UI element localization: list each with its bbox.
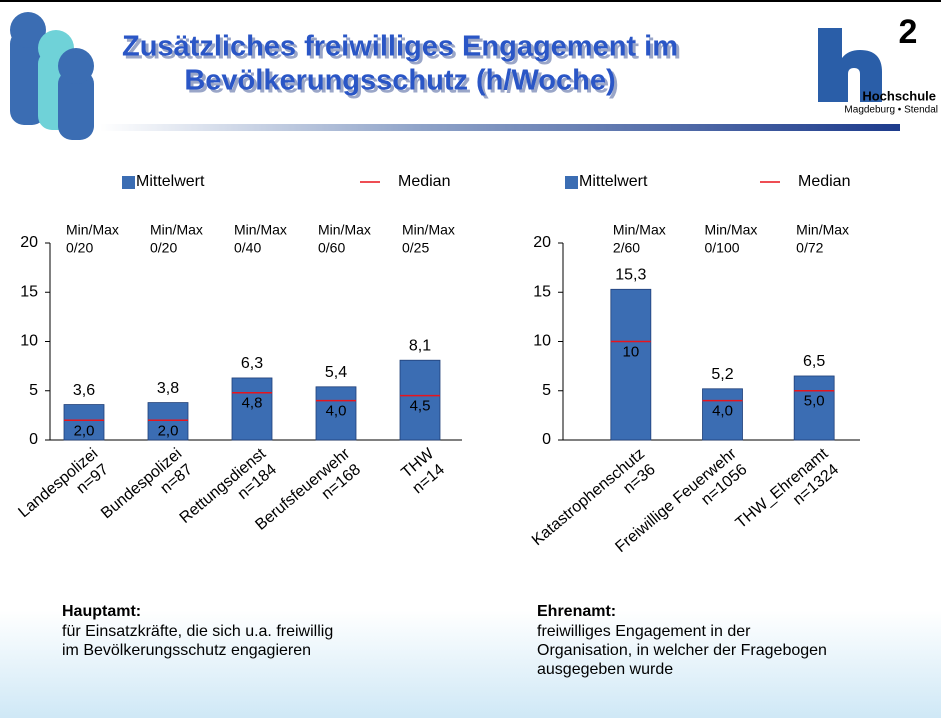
note-heading: Hauptamt: [62, 603, 141, 620]
legend-swatch [122, 176, 135, 189]
annotation-label: Min/Max [705, 222, 758, 238]
y-tick-label: 15 [533, 283, 551, 300]
annotation-value: 0/100 [705, 240, 740, 256]
annotation-label: Min/Max [796, 222, 849, 238]
annotation-value: 0/25 [402, 240, 429, 256]
annotation-value: 0/60 [318, 240, 345, 256]
value-label: 6,3 [241, 355, 263, 372]
value-label: 15,3 [615, 267, 646, 284]
note-line: freiwilliges Engagement in der [537, 623, 751, 640]
annotation-value: 0/20 [66, 240, 93, 256]
median-label: 4,0 [326, 403, 347, 420]
median-label: 2,0 [74, 422, 95, 439]
value-label: 8,1 [409, 337, 431, 354]
y-tick-label: 5 [29, 382, 38, 399]
note-line: Organisation, in welcher der Fragebogen [537, 642, 827, 659]
logo-name: Hochschule [862, 88, 936, 103]
value-label: 5,2 [711, 366, 733, 383]
median-label: 5,0 [804, 393, 825, 410]
note-heading: Ehrenamt: [537, 603, 616, 620]
median-label: 4,5 [410, 398, 431, 415]
value-label: 3,8 [157, 380, 179, 397]
median-label: 2,0 [158, 422, 179, 439]
background [0, 0, 941, 718]
annotation-label: Min/Max [66, 222, 119, 238]
legend-label: Mittelwert [579, 173, 648, 190]
title: Bevölkerungsschutz (h/Woche) [184, 65, 615, 97]
header-rule [100, 124, 900, 131]
annotation-label: Min/Max [234, 222, 287, 238]
logo-superscript: 2 [899, 13, 918, 51]
legend-label: Median [798, 173, 850, 190]
annotation-value: 0/40 [234, 240, 261, 256]
bar [611, 289, 651, 440]
median-label: 4,8 [242, 395, 263, 412]
y-tick-label: 5 [542, 382, 551, 399]
note-line: ausgegeben wurde [537, 661, 673, 678]
median-label: 4,0 [712, 403, 733, 420]
value-label: 6,5 [803, 353, 825, 370]
legend-label: Median [398, 173, 450, 190]
y-tick-label: 0 [542, 431, 551, 448]
title: Zusätzliches freiwilliges Engagement im [122, 31, 678, 63]
annotation-value: 2/60 [613, 240, 640, 256]
annotation-value: 0/20 [150, 240, 177, 256]
y-tick-label: 0 [29, 431, 38, 448]
y-tick-label: 10 [533, 333, 551, 350]
legend-label: Mittelwert [136, 173, 205, 190]
note-line: für Einsatzkräfte, die sich u.a. freiwil… [62, 623, 333, 640]
median-label: 10 [622, 343, 639, 360]
annotation-label: Min/Max [150, 222, 203, 238]
note-line: im Bevölkerungsschutz engagieren [62, 642, 311, 659]
annotation-label: Min/Max [402, 222, 455, 238]
slide: Zusätzliches freiwilliges Engagement im … [0, 0, 941, 718]
y-tick-label: 20 [533, 234, 551, 251]
value-label: 3,6 [73, 382, 95, 399]
logo-place: Magdeburg • Stendal [844, 105, 938, 116]
legend-swatch [565, 176, 578, 189]
y-tick-label: 10 [20, 333, 38, 350]
annotation-label: Min/Max [613, 222, 666, 238]
y-tick-label: 20 [20, 234, 38, 251]
y-tick-label: 15 [20, 283, 38, 300]
value-label: 5,4 [325, 364, 347, 381]
annotation-label: Min/Max [318, 222, 371, 238]
annotation-value: 0/72 [796, 240, 823, 256]
